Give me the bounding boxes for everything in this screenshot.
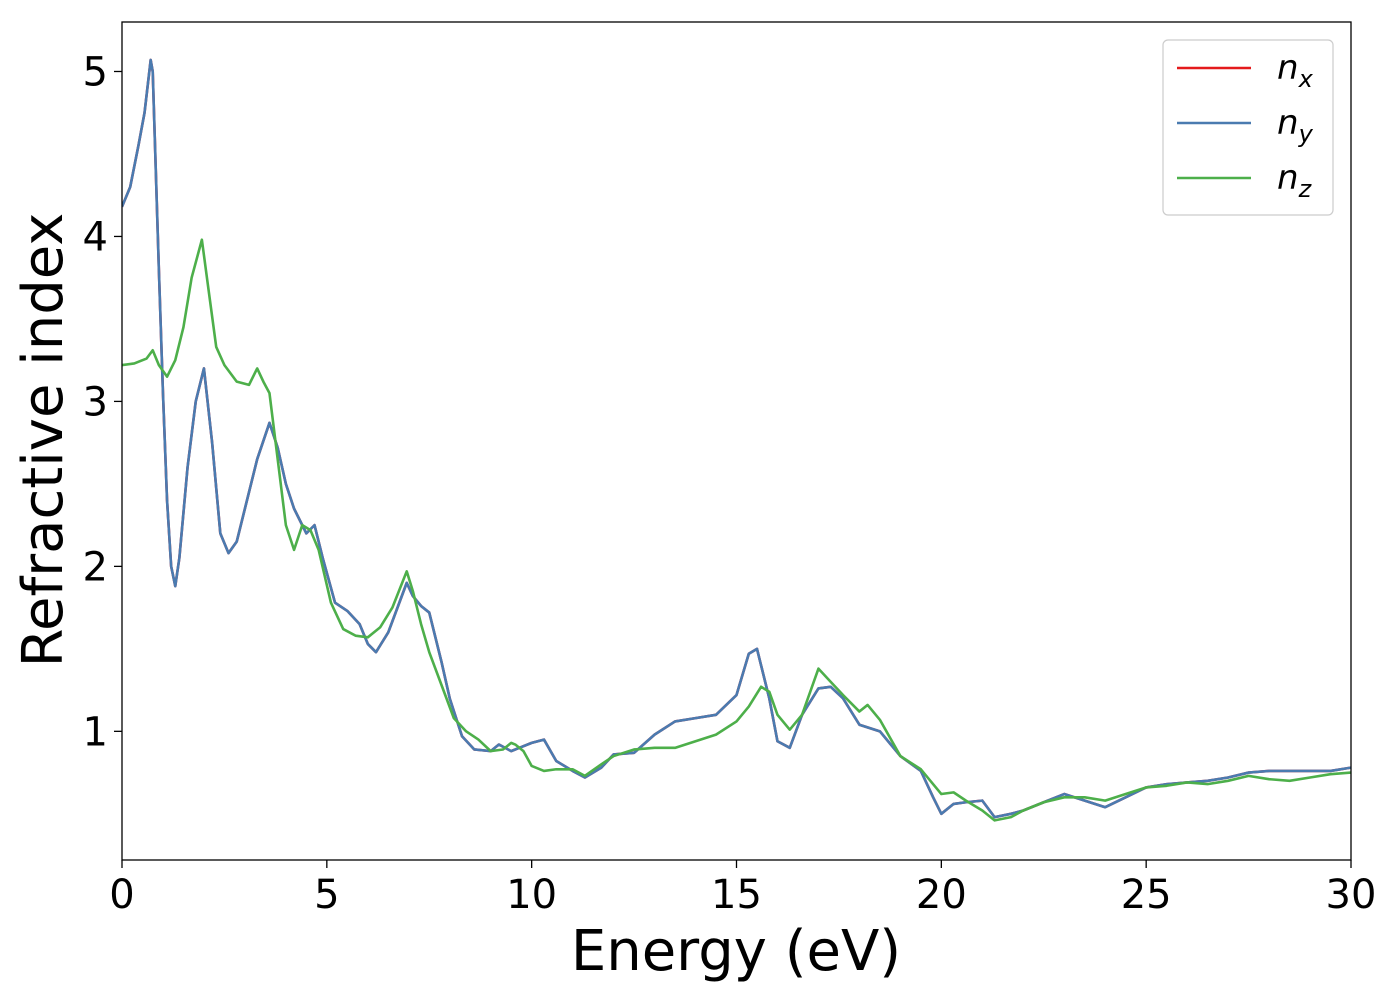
y-tick-label: 4 xyxy=(83,214,108,260)
x-tick-label: 10 xyxy=(506,872,557,918)
axes: 0 5 10 15 20 25 30 1 2 3 4 5 xyxy=(83,21,1377,918)
x-tick-label: 30 xyxy=(1326,872,1377,918)
x-tick-label: 0 xyxy=(109,872,134,918)
legend-label-ny: ny xyxy=(1277,103,1314,148)
y-tick-label: 5 xyxy=(83,49,108,95)
legend-label-nz: nz xyxy=(1277,158,1313,203)
x-tick-label: 20 xyxy=(916,872,967,918)
legend-box xyxy=(1162,39,1334,216)
x-tick-label: 5 xyxy=(314,872,339,918)
x-axis-title: Energy (eV) xyxy=(571,919,901,984)
series-line-nz xyxy=(122,238,1351,822)
y-tick-label: 1 xyxy=(83,709,108,755)
legend: nx ny nz xyxy=(1162,39,1334,216)
y-tick-label: 2 xyxy=(83,544,108,590)
plot-area xyxy=(122,58,1351,822)
y-tick-label: 3 xyxy=(83,379,108,425)
y-axis-title: Refractive index xyxy=(11,213,76,668)
x-tick-label: 25 xyxy=(1121,872,1172,918)
legend-label-nx: nx xyxy=(1277,48,1314,93)
x-tick-label: 15 xyxy=(711,872,762,918)
